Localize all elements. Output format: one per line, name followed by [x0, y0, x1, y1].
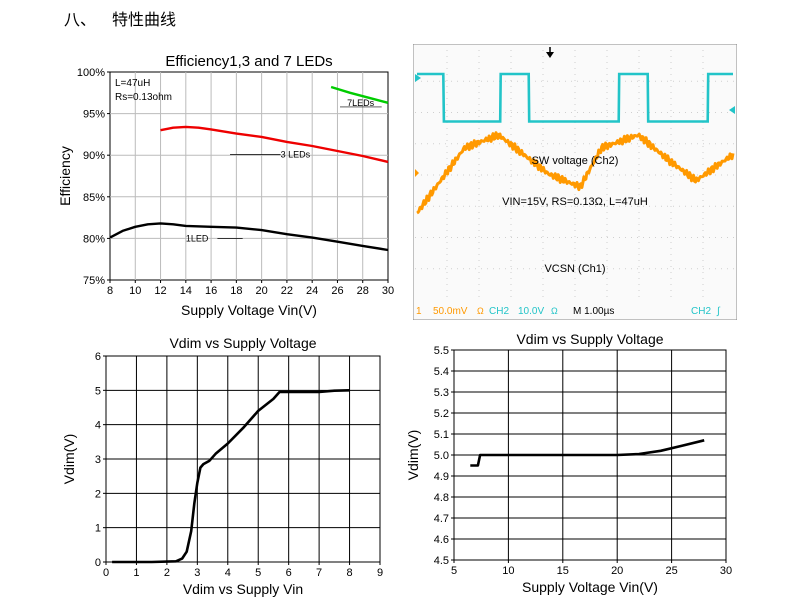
efficiency-chart: 8 10 12 14 16 18 20 22 24 26 28 30 75% 80% 85% 90% 95% 10…: [57, 53, 394, 318]
y-tick-label: 2: [95, 488, 101, 500]
y-tick-label: 4.9: [434, 471, 449, 483]
vcsn-caption: VCSN (Ch1): [544, 263, 605, 275]
y-tick-label: 4: [95, 420, 101, 432]
x-tick-label: 20: [611, 565, 623, 577]
y-tick-label: 3: [95, 454, 101, 466]
x-tick-label: 8: [107, 285, 113, 297]
status-ch1-impedance: Ω: [477, 306, 484, 316]
status-bar: [414, 302, 736, 318]
x-tick-label: 1: [133, 567, 139, 579]
x-tick-label: 12: [154, 285, 166, 297]
y-axis-label: Vdim(V): [405, 430, 421, 481]
y-tick-label: 100%: [77, 67, 105, 79]
status-trigger-slope: ∫: [716, 306, 721, 317]
y-tick-label: 6: [95, 351, 101, 363]
status-ch1-number: 1: [416, 306, 422, 317]
series-label-1led: 1LED: [186, 233, 209, 243]
chart-title: Vdim vs Supply Voltage: [169, 335, 316, 351]
series-line-0: [470, 439, 705, 467]
x-tick-label: 10: [129, 285, 141, 297]
y-tick-label: 5.2: [434, 408, 449, 420]
status-timebase: M 1.00µs: [573, 306, 614, 317]
ch2-ground-marker-left: [415, 74, 421, 82]
conditions-caption: VIN=15V, RS=0.13Ω, L=47uH: [502, 196, 648, 208]
x-tick-label: 8: [346, 567, 352, 579]
series-label-3leds: 3 LEDs: [281, 149, 311, 159]
x-tick-label: 4: [225, 567, 231, 579]
y-tick-label: 4.8: [434, 492, 449, 504]
x-tick-label: 5: [255, 567, 261, 579]
x-tick-label: 20: [256, 285, 268, 297]
y-tick-label: 5.4: [434, 366, 449, 378]
x-tick-label: 6: [286, 567, 292, 579]
x-tick-label: 9: [377, 567, 383, 579]
status-ch2-impedance: Ω: [551, 306, 558, 316]
status-ch2-scale: 10.0V: [518, 306, 544, 317]
section-number: 八、: [64, 10, 97, 29]
series-line-vcsn: [416, 131, 735, 215]
y-axis-label: Efficiency: [57, 146, 73, 206]
y-tick-label: 4.5: [434, 555, 449, 567]
x-tick-label: 24: [306, 285, 318, 297]
y-tick-label: 5.1: [434, 429, 449, 441]
x-tick-label: 18: [230, 285, 242, 297]
y-tick-label: 5: [95, 385, 101, 397]
y-axis-label: Vdim(V): [61, 434, 77, 485]
x-axis-label: Vdim vs Supply Vin: [183, 581, 303, 597]
trigger-marker: [546, 52, 554, 58]
series-line-7leds: [330, 85, 389, 104]
x-tick-label: 3: [194, 567, 200, 579]
series-line-sw-voltage: [417, 72, 733, 123]
ch2-ground-marker-right: [729, 106, 735, 114]
section-title: 特性曲线: [112, 10, 177, 29]
x-tick-label: 7: [316, 567, 322, 579]
vdim-vs-vdim-chart: 0 1 2 3 4 5 6 7 8 9 0 1 2 3 4 5 6 Vdim vs Supply Voltage V…: [61, 335, 383, 597]
x-tick-label: 22: [281, 285, 293, 297]
x-tick-label: 25: [665, 565, 677, 577]
x-tick-label: 16: [205, 285, 217, 297]
y-tick-label: 4.7: [434, 513, 449, 525]
y-tick-label: 0: [95, 557, 101, 569]
y-tick-label: 95%: [83, 109, 105, 121]
inductor-annotation: L=47uH: [115, 78, 150, 89]
series-line-3-leds: [160, 125, 389, 164]
y-tick-label: 80%: [83, 233, 105, 245]
y-tick-label: 85%: [83, 192, 105, 204]
y-tick-label: 1: [95, 523, 101, 535]
status-trigger-source: CH2: [691, 306, 711, 317]
chart-title: Efficiency1,3 and 7 LEDs: [165, 53, 332, 70]
x-tick-label: 2: [164, 567, 170, 579]
x-axis-label: Supply Voltage Vin(V): [181, 302, 317, 318]
x-tick-label: 30: [720, 565, 732, 577]
x-tick-label: 14: [180, 285, 192, 297]
x-tick-label: 26: [331, 285, 343, 297]
y-tick-label: 5.5: [434, 345, 449, 357]
x-tick-label: 10: [502, 565, 514, 577]
status-ch1-scale: 50.0mV: [433, 306, 468, 317]
x-tick-label: 5: [451, 565, 457, 577]
y-tick-label: 4.6: [434, 534, 449, 546]
x-tick-label: 0: [103, 567, 109, 579]
sw-caption: SW voltage (Ch2): [532, 155, 619, 167]
vdim-vs-supply-chart: 5 10 15 20 25 30 4.5 4.6 4.7 4.8 4.9 5.0 5.1 5.2 5.3 5.…: [405, 331, 732, 595]
rs-annotation: Rs=0.13ohm: [115, 92, 172, 103]
x-tick-label: 30: [382, 285, 394, 297]
y-tick-label: 5.0: [434, 450, 449, 462]
series-line-1led: [109, 222, 389, 252]
status-ch2-label: CH2: [489, 306, 509, 317]
ch1-marker-left: [415, 169, 419, 177]
series-line-0: [112, 389, 350, 564]
series-label-7leds: 7LEDs: [347, 98, 375, 108]
x-tick-label: 15: [557, 565, 569, 577]
section-heading: 八、 特性曲线: [64, 6, 176, 30]
y-tick-label: 75%: [83, 275, 105, 287]
chart-title: Vdim vs Supply Voltage: [516, 331, 663, 347]
x-axis-label: Supply Voltage Vin(V): [522, 579, 658, 595]
oscilloscope-capture: SW voltage (Ch2) VIN=15V, RS=0.13Ω, L=47u…: [413, 44, 737, 320]
y-tick-label: 90%: [83, 150, 105, 162]
y-tick-label: 5.3: [434, 387, 449, 399]
x-tick-label: 28: [357, 285, 369, 297]
